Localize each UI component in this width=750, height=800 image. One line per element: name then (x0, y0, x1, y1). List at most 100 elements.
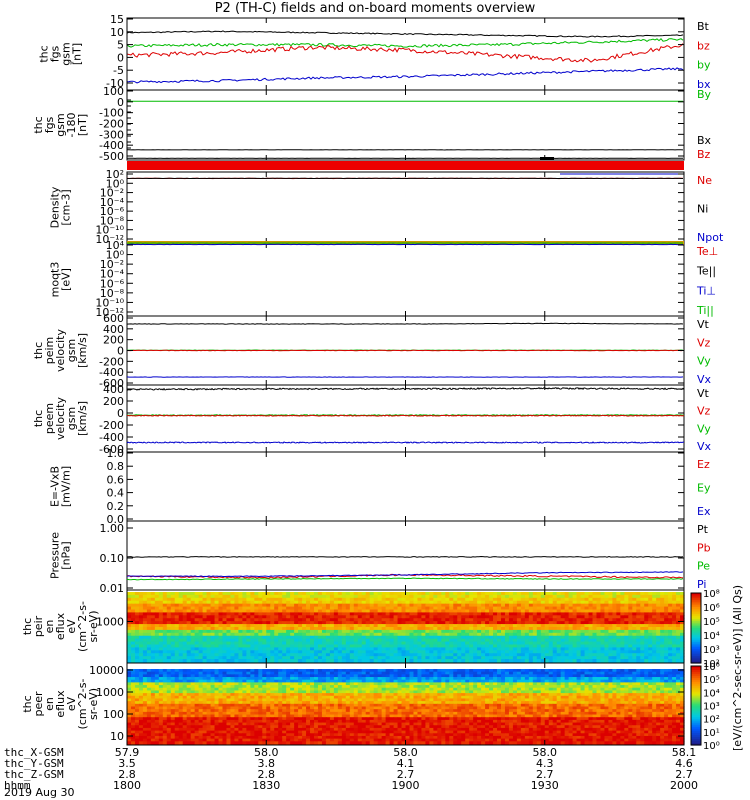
spectrogram-peir-cell (680, 632, 685, 637)
spectrogram-peir (127, 592, 685, 663)
spectrogram-peer-cell (250, 674, 255, 678)
spectrogram-peir-cell (218, 638, 224, 643)
spectrogram-peer-cell (568, 687, 574, 692)
spectrogram-peir-cell (194, 650, 200, 654)
spectrogram-peir-cell (520, 629, 526, 634)
spectrogram-peir-cell (580, 612, 586, 616)
spectrogram-peir-cell (500, 659, 506, 663)
spectrogram-peir-cell (401, 618, 407, 622)
spectrogram-peir-cell (648, 592, 653, 596)
spectrogram-peir-cell (286, 650, 291, 654)
spectrogram-peir-cell (306, 594, 311, 599)
spectrogram-peir-cell (465, 612, 470, 616)
spectrogram-peir-cell (182, 609, 188, 614)
spectrogram-peir-cell (640, 606, 645, 611)
spectrogram-peir-cell (680, 597, 685, 602)
spectrogram-peir-cell (660, 597, 665, 602)
spectrogram-peir-cell (668, 647, 673, 651)
spectrogram-peir-cell (564, 635, 570, 640)
spectrogram-peir-cell (608, 650, 613, 654)
spectrogram-peir-cell (405, 594, 411, 599)
spectrogram-peir-cell (313, 600, 319, 605)
spectrogram-peir-cell (493, 603, 498, 608)
spectrogram-peer-cell (493, 687, 498, 692)
spectrogram-peer-cell (341, 671, 347, 675)
spectrogram-peir-cell (600, 594, 606, 599)
spectrogram-peir-cell (516, 609, 522, 614)
spectrogram-peir-cell (202, 597, 208, 602)
spectrogram-peir-cell (134, 638, 140, 643)
spectrogram-peir-cell (497, 609, 502, 614)
spectrogram-peir-cell (258, 653, 263, 657)
spectrogram-peir-cell (190, 618, 196, 622)
spectrogram-peir-cell (481, 594, 486, 599)
spectrogram-peir-cell (660, 627, 665, 631)
spectrogram-peer-cell (178, 693, 184, 697)
spectrogram-peir-cell (369, 592, 375, 596)
spectrogram-peir-cell (572, 615, 578, 619)
spectrogram-peir-cell (246, 644, 251, 649)
spectrogram-peer-cell (405, 679, 411, 683)
spectrogram-peir-cell (146, 606, 152, 611)
spectrogram-peer-cell (473, 687, 478, 692)
spectrogram-peir-cell (580, 650, 586, 654)
spectrogram-peir-cell (664, 644, 669, 649)
spectrogram-peir-cell (469, 615, 474, 619)
spectrogram-peer-cell (242, 674, 247, 678)
spectrogram-peer-cell (556, 677, 562, 681)
spectrogram-peir-cell (146, 627, 152, 631)
spectrogram-peir-cell (317, 624, 323, 628)
spectrogram-peir-cell (660, 653, 665, 657)
spectrogram-peer-cell (154, 669, 160, 673)
spectrogram-peir-cell (238, 656, 243, 660)
spectrogram-peer-cell (536, 674, 542, 678)
spectrogram-peir-cell (489, 656, 494, 660)
spectrogram-peir-cell (162, 606, 168, 611)
spectrogram-peer-cell (636, 674, 641, 678)
spectrogram-peir-cell (345, 629, 351, 634)
spectrogram-peir-cell (234, 615, 239, 619)
spectrogram-peer-cell (162, 677, 168, 681)
spectrogram-peir-cell (333, 594, 339, 599)
spectrogram-peir-cell (306, 644, 311, 649)
spectrogram-peer-cell (604, 677, 610, 681)
spectrogram-peir-cell (206, 635, 212, 640)
spectrogram-peer-cell (190, 674, 196, 678)
spectrogram-peer-cell (552, 671, 558, 675)
series-by (126, 37, 684, 48)
spectrogram-peir-cell (576, 594, 582, 599)
spectrogram-peir-cell (138, 606, 144, 611)
spectrogram-peer-cell (600, 685, 606, 689)
spectrogram-peir-cell (214, 644, 220, 649)
panel-temp-ylabel-line: moqt3 (49, 262, 62, 298)
spectrogram-peir-cell (341, 656, 347, 660)
spectrogram-peir-cell (580, 624, 586, 628)
spectrogram-peir-cell (313, 624, 319, 628)
spectrogram-peer-cell (226, 674, 232, 678)
spectrogram-peir-cell (142, 592, 148, 596)
spectrogram-peir-cell (361, 656, 367, 660)
spectrogram-peir-cell (457, 644, 462, 649)
spectrogram-peir-cell (608, 618, 613, 622)
spectrogram-peir-cell (210, 615, 216, 619)
spectrogram-peir-cell (310, 656, 315, 660)
spectrogram-peer-cell (644, 685, 649, 689)
spectrogram-peir-cell (516, 627, 522, 631)
spectrogram-peer-cell (357, 679, 363, 683)
spectrogram-peer-cell (353, 685, 359, 689)
spectrogram-peir-cell (592, 653, 598, 657)
spectrogram-peir-cell (508, 621, 514, 625)
spectrogram-peir-cell (345, 638, 351, 643)
spectrogram-peer-cell (421, 669, 426, 673)
spectrogram-peir-cell (325, 647, 331, 651)
spectrogram-peir-cell (134, 606, 140, 611)
spectrogram-peer-cell (596, 677, 602, 681)
spectrogram-peir-cell (624, 592, 629, 596)
spectrogram-peer-cell (142, 685, 148, 689)
spectrogram-peer-cell (660, 679, 665, 683)
spectrogram-peir-cell (489, 612, 494, 616)
spectrogram-peir-cell (425, 615, 430, 619)
spectrogram-peer-cell (329, 669, 335, 673)
spectrogram-peir-cell (576, 638, 582, 643)
panel-density-ytick-label: 10⁻² (100, 187, 124, 200)
